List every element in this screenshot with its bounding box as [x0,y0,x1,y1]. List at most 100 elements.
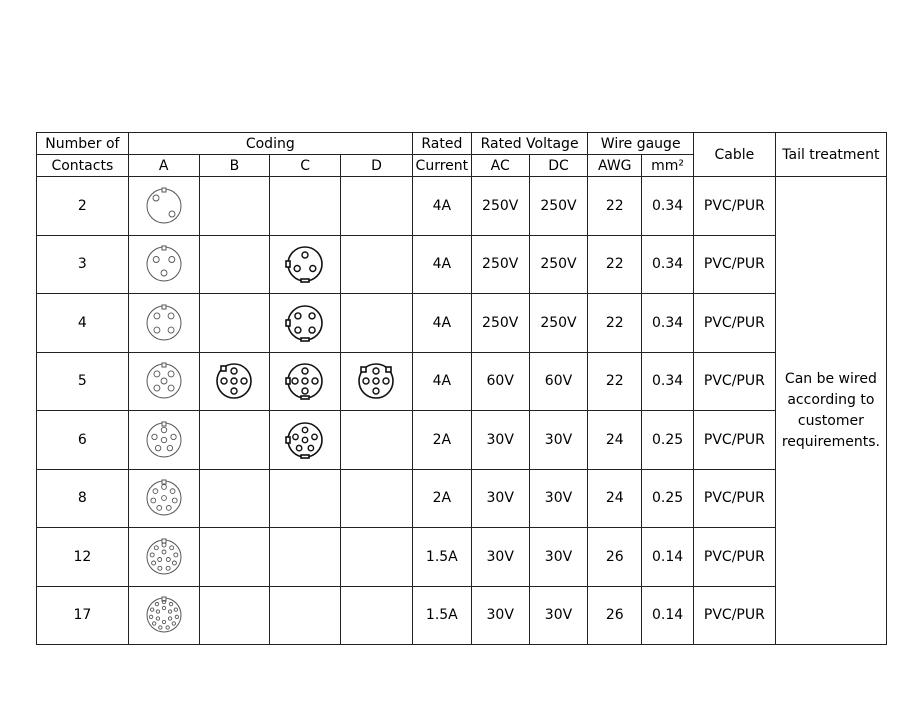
coding-d-cell [340,351,413,411]
connector-d-5pin-icon [358,363,395,400]
coding-d-cell [340,293,413,353]
coding-d-cell [340,234,413,294]
dc-cell: 250V [528,176,589,236]
dc-cell: 30V [528,585,589,645]
coding-b-cell [198,585,271,645]
ac-cell: 30V [470,468,530,528]
coding-c-cell [269,176,342,236]
header-coding: Coding [127,132,413,155]
ac-cell: 250V [470,234,530,294]
current-cell: 4A [411,293,472,353]
coding-a-cell [127,468,200,528]
mm2-cell: 0.34 [641,234,694,294]
coding-b-cell [198,468,271,528]
header-code-b: B [198,154,271,177]
table-row: 2 4A 250V 250V 22 0.34 PVC/PUR Can be wired acc… [36,176,888,645]
cable-cell: PVC/PUR [692,176,776,236]
connector-a-5pin-icon [146,362,182,399]
contacts-cell: 2 [36,176,129,236]
awg-cell: 22 [587,293,643,353]
current-cell: 4A [411,351,472,411]
cable-cell: PVC/PUR [692,293,776,353]
current-cell: 2A [411,410,472,470]
awg-cell: 24 [587,468,643,528]
current-cell: 2A [411,468,472,528]
table-row: 12 1.5A 30V 30V 26 0.14 PVC/PUR [36,527,887,587]
coding-c-cell [269,234,342,294]
awg-cell: 24 [587,410,643,470]
connector-a-2pin-icon [146,187,182,224]
connector-a-6pin-icon [146,421,182,458]
coding-a-cell [127,176,200,236]
header-contacts-2: Contacts [36,154,129,177]
awg-cell: 26 [587,585,643,645]
table-row: 4 4A 250V 250V 22 0.34 PVC/PUR [36,293,887,353]
coding-d-cell [340,410,413,470]
coding-c-cell [269,468,342,528]
dc-cell: 250V [528,293,589,353]
coding-a-cell [127,234,200,294]
coding-d-cell [340,527,413,587]
connector-a-4pin-icon [146,304,182,341]
connector-a-12pin-icon [146,538,182,575]
header-code-a: A [127,154,200,177]
connector-a-8pin-icon [146,479,182,516]
connector-c-3pin-icon [285,246,323,284]
dc-cell: 30V [528,527,589,587]
connector-spec-table: Number of Coding Rated Rated Voltage Wir… [36,132,888,645]
header-current: Current [411,154,472,177]
header-ac: AC [470,154,530,177]
ac-cell: 60V [470,351,530,411]
connector-a-3pin-icon [146,245,182,282]
coding-b-cell [198,234,271,294]
coding-c-cell [269,351,342,411]
dc-cell: 30V [528,410,589,470]
cable-cell: PVC/PUR [692,527,776,587]
coding-d-cell [340,176,413,236]
header-code-c: C [269,154,342,177]
ac-cell: 250V [470,293,530,353]
connector-b-5pin-icon [216,363,253,400]
coding-b-cell [198,293,271,353]
coding-b-cell [198,176,271,236]
awg-cell: 22 [587,234,643,294]
contacts-cell: 12 [36,527,129,587]
mm2-cell: 0.14 [641,585,694,645]
connector-c-6pin-icon [285,421,323,459]
awg-cell: 26 [587,527,643,587]
coding-c-cell [269,293,342,353]
table-row: 5 4A 60V 60V 22 0.34 PVC/PUR [36,351,887,411]
connector-a-17pin-icon [146,596,182,633]
mm2-cell: 0.25 [641,410,694,470]
header-rated: Rated [411,132,472,155]
ac-cell: 250V [470,176,530,236]
cable-cell: PVC/PUR [692,585,776,645]
coding-c-cell [269,527,342,587]
header-code-d: D [340,154,413,177]
coding-b-cell [198,410,271,470]
table-row: 17 1.5A 30V 30V 26 0.14 PVC/PUR [36,585,887,645]
tail-treatment-cell: Can be wired according to customer requi… [774,176,888,645]
table-row: 6 2A 30V 30V 24 0.25 PVC/PUR [36,410,887,470]
header-wire: Wire gauge [587,132,694,155]
coding-b-cell [198,527,271,587]
coding-a-cell [127,293,200,353]
coding-a-cell [127,351,200,411]
cable-cell: PVC/PUR [692,410,776,470]
coding-b-cell [198,351,271,411]
coding-a-cell [127,527,200,587]
ac-cell: 30V [470,410,530,470]
header-voltage: Rated Voltage [470,132,589,155]
coding-a-cell [127,410,200,470]
dc-cell: 60V [528,351,589,411]
cable-cell: PVC/PUR [692,468,776,528]
ac-cell: 30V [470,585,530,645]
contacts-cell: 5 [36,351,129,411]
coding-c-cell [269,410,342,470]
table-row: 3 4A 250V 250V 22 0.34 PVC/PUR [36,234,887,294]
current-cell: 4A [411,176,472,236]
contacts-cell: 17 [36,585,129,645]
mm2-cell: 0.25 [641,468,694,528]
mm2-cell: 0.14 [641,527,694,587]
connector-c-4pin-icon [285,304,323,342]
